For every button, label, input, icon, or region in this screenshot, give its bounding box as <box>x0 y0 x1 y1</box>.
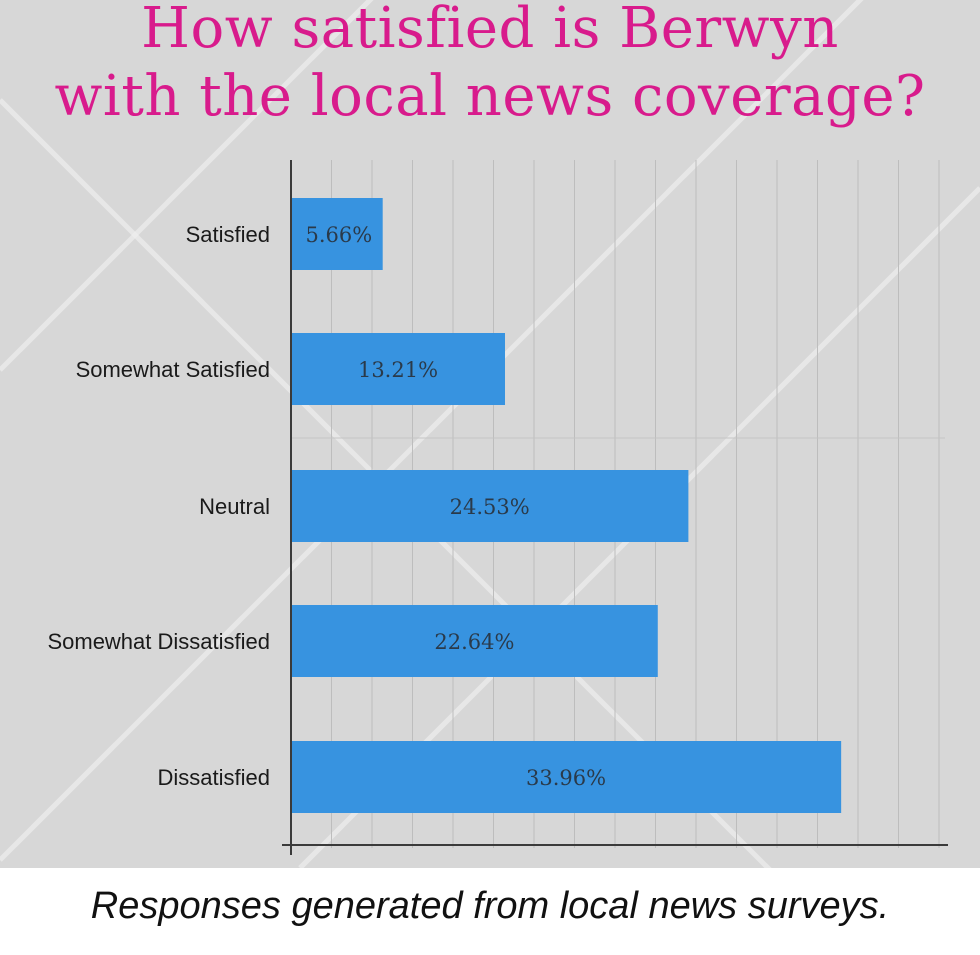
bar <box>291 605 658 677</box>
bar-value-label: 5.66% <box>305 223 372 247</box>
bar-value-label: 22.64% <box>434 630 514 654</box>
chart-panel: 5.66% Satisfied 13.21% Somewhat Satisfied 24… <box>0 0 980 868</box>
chart-caption: Responses generated from local news surv… <box>90 885 890 927</box>
bar <box>291 741 842 813</box>
chart-title-line-1: How satisfied is Berwyn <box>141 0 839 61</box>
category-label: Dissatisfied <box>158 765 270 790</box>
bar <box>291 333 506 405</box>
chart-title-line-2: with the local news coverage? <box>54 64 926 129</box>
background-diagonal <box>0 0 864 862</box>
category-label: Satisfied <box>186 222 270 247</box>
bar-value-label: 13.21% <box>358 358 438 382</box>
background-diagonal <box>0 0 374 372</box>
bar-value-label: 33.96% <box>526 766 606 790</box>
category-label: Somewhat Dissatisfied <box>47 629 270 654</box>
bar <box>291 198 383 270</box>
category-label: Somewhat Satisfied <box>76 357 270 382</box>
category-label: Neutral <box>199 494 270 519</box>
bar <box>291 470 689 542</box>
bar-value-label: 24.53% <box>450 495 530 519</box>
bar-chart: 5.66% Satisfied 13.21% Somewhat Satisfied 24… <box>0 0 980 868</box>
